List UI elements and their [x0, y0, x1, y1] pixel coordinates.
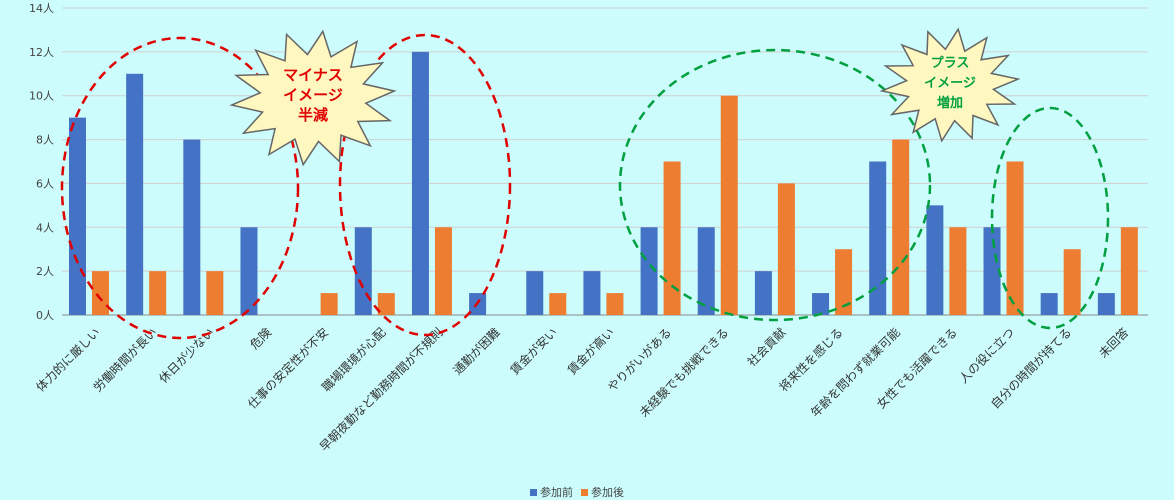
bar-after — [1063, 249, 1081, 315]
y-tick-label: 10人 — [29, 90, 54, 103]
bar-before — [1040, 293, 1058, 315]
plus-image-burst — [879, 27, 1021, 143]
bar-before — [983, 227, 1001, 315]
callout-text: 半減 — [298, 106, 328, 124]
bar-before — [640, 227, 658, 315]
bar-before — [240, 227, 258, 315]
y-tick-label: 12人 — [29, 46, 54, 59]
x-tick-label: 賃金が高い — [564, 325, 617, 378]
x-tick-label: 通勤が困難 — [450, 325, 503, 378]
bar-before — [183, 139, 201, 315]
legend-label-after: 参加後 — [591, 486, 624, 499]
bar-after — [434, 227, 452, 315]
bar-after — [92, 271, 109, 315]
bar-after — [1120, 227, 1138, 315]
callout-text: 増加 — [937, 95, 963, 111]
bar-after — [835, 249, 853, 315]
y-tick-label: 14人 — [29, 2, 54, 15]
y-tick-label: 0人 — [36, 309, 54, 322]
minus-image-burst — [229, 29, 397, 167]
bar-before — [354, 227, 372, 315]
bar-before — [69, 117, 86, 316]
bar-after — [949, 227, 967, 315]
x-tick-label: 人の役に立つ — [956, 325, 1018, 387]
bar-before — [126, 73, 144, 316]
bar-before — [1097, 293, 1115, 315]
bar-after — [377, 293, 395, 315]
y-tick-label: 4人 — [36, 221, 54, 234]
legend: 参加前 参加後 — [530, 484, 624, 500]
highlight-ellipse — [618, 48, 932, 322]
legend-swatch-before — [530, 488, 537, 496]
x-tick-label: 早朝夜勤など勤務時間が不規則 — [316, 325, 445, 454]
highlight-ellipse — [60, 36, 300, 340]
bar-after — [892, 139, 910, 315]
highlight-ellipse — [990, 106, 1110, 330]
bar-before — [869, 161, 887, 315]
callout-text: イメージ — [283, 86, 343, 104]
y-tick-label: 6人 — [36, 177, 54, 190]
callout-text: イメージ — [924, 76, 976, 91]
x-tick-label: 危険 — [247, 325, 274, 352]
bar-before — [754, 271, 772, 315]
bar-after — [549, 293, 567, 315]
legend-item-before: 参加前 — [530, 484, 573, 500]
bar-after — [606, 293, 624, 315]
x-tick-label: 社会貢献 — [744, 325, 789, 370]
bar-before — [812, 293, 830, 315]
y-tick-label: 8人 — [36, 134, 54, 147]
bar-after — [206, 271, 224, 315]
bar-before — [926, 205, 944, 315]
bar-before — [583, 271, 601, 315]
bar-after — [777, 183, 795, 315]
bar-before — [526, 271, 544, 315]
bar-before — [697, 227, 715, 315]
highlight-ellipses — [60, 33, 1110, 340]
legend-swatch-after — [581, 488, 588, 496]
bar-after — [149, 271, 167, 315]
bar-after — [720, 95, 738, 315]
x-tick-label: 未回答 — [1095, 325, 1131, 361]
bar-after — [1006, 161, 1024, 315]
highlight-ellipse — [338, 33, 512, 337]
callout-text: プラス — [931, 56, 970, 71]
bar-before — [411, 51, 429, 315]
y-axis-ticks: 0人 2人 4人 6人 8人 10人 12人 14人 — [29, 2, 54, 322]
legend-item-after: 参加後 — [581, 484, 624, 500]
bars — [69, 51, 1138, 316]
bar-after — [320, 293, 338, 315]
y-tick-label: 2人 — [36, 265, 54, 278]
callout-text: マイナス — [283, 66, 343, 84]
bar-after — [663, 161, 681, 315]
x-tick-label: 賃金が安い — [507, 325, 560, 378]
legend-label-before: 参加前 — [540, 486, 573, 499]
